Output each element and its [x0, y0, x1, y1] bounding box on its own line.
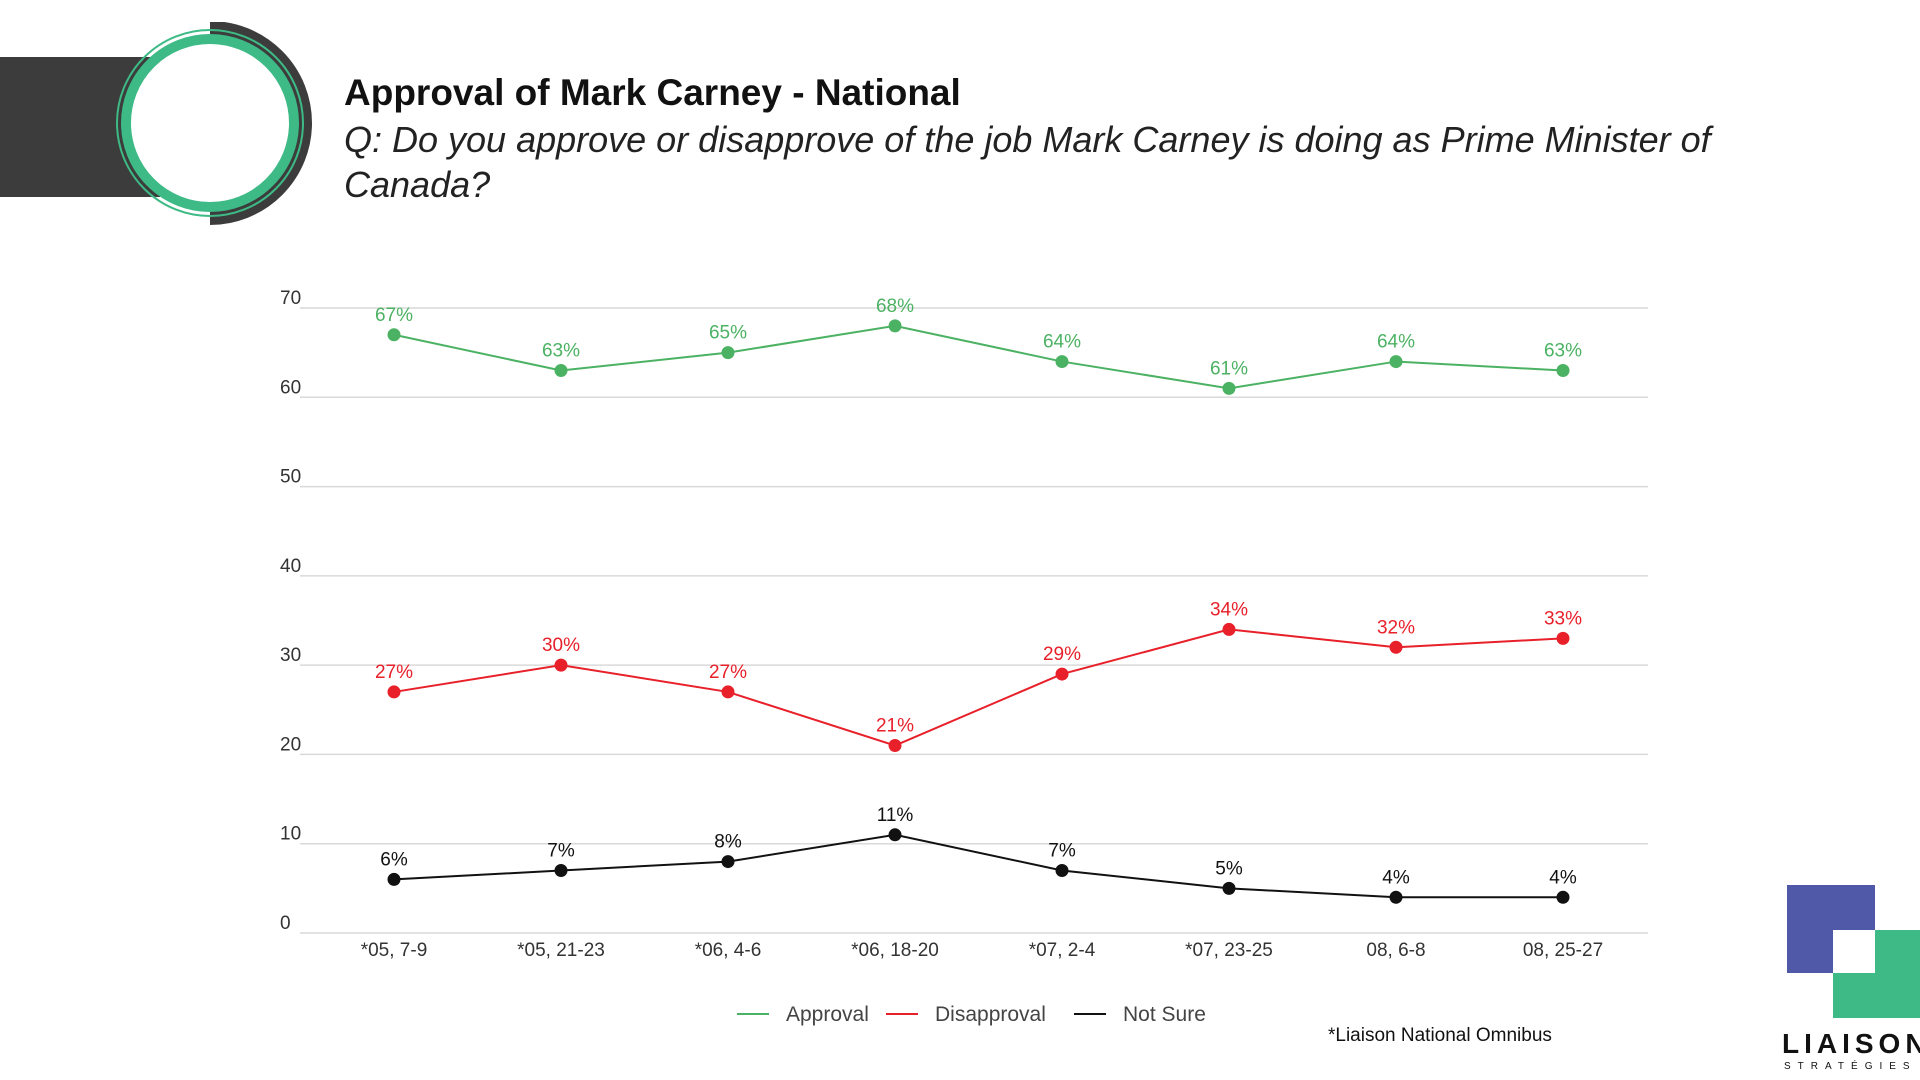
- data-point: [387, 328, 401, 342]
- data-label: 7%: [1048, 841, 1076, 862]
- liaison-logo-icon: [1787, 885, 1920, 1018]
- data-label: 63%: [542, 341, 580, 362]
- data-point: [1556, 364, 1570, 377]
- x-tick-label: *07, 2-4: [1029, 940, 1096, 961]
- data-label: 68%: [876, 296, 914, 317]
- series-line-approval: [393, 324, 1564, 390]
- data-point: [1222, 881, 1236, 895]
- y-tick-label: 70: [280, 288, 301, 309]
- x-tick-label: *05, 7-9: [361, 940, 428, 961]
- data-label: 65%: [709, 323, 747, 344]
- data-point: [1055, 864, 1069, 877]
- x-tick-label: 08, 25-27: [1523, 940, 1603, 961]
- data-point: [387, 872, 401, 886]
- data-label: 7%: [547, 841, 575, 862]
- data-point: [888, 319, 902, 333]
- data-label: 4%: [1382, 867, 1410, 888]
- data-label: 33%: [1544, 608, 1582, 629]
- data-label: 21%: [876, 716, 914, 737]
- brand-ring-icon: [116, 22, 312, 225]
- y-tick-label: 20: [280, 734, 301, 755]
- data-label: 29%: [1043, 644, 1081, 665]
- data-label: 5%: [1215, 858, 1243, 879]
- logo-subtitle: STRATÉGIES: [1784, 1061, 1917, 1072]
- data-point: [1222, 622, 1236, 636]
- x-tick-label: *07, 23-25: [1185, 940, 1273, 961]
- data-label: 6%: [380, 849, 408, 870]
- x-tick-label: *06, 18-20: [851, 940, 939, 961]
- data-point: [721, 346, 735, 360]
- data-point: [554, 658, 568, 672]
- data-label: 67%: [375, 305, 413, 326]
- data-point: [888, 739, 902, 752]
- y-tick-label: 30: [280, 645, 301, 666]
- data-label: 64%: [1377, 332, 1415, 353]
- y-tick-label: 60: [280, 377, 301, 398]
- data-point: [554, 364, 568, 377]
- data-label: 63%: [1544, 341, 1582, 362]
- legend-label: Approval: [786, 1003, 869, 1026]
- x-tick-label: *06, 4-6: [695, 940, 762, 961]
- x-tick-label: *05, 21-23: [517, 940, 605, 961]
- series-line-not-sure: [393, 833, 1563, 899]
- data-point: [721, 685, 735, 699]
- data-label: 11%: [877, 805, 914, 826]
- data-point: [1389, 640, 1403, 654]
- legend-label: Disapproval: [935, 1003, 1046, 1026]
- survey-question: Q: Do you approve or disapprove of the j…: [344, 119, 1711, 205]
- data-label: 8%: [714, 832, 742, 853]
- data-label: 64%: [1043, 332, 1081, 353]
- data-label: 32%: [1377, 617, 1415, 638]
- data-point: [1389, 355, 1403, 369]
- data-point: [387, 685, 401, 699]
- legend-label: Not Sure: [1123, 1003, 1206, 1026]
- data-label: 30%: [542, 635, 580, 656]
- data-label: 34%: [1210, 599, 1248, 620]
- y-tick-label: 40: [280, 556, 301, 577]
- data-point: [1556, 890, 1570, 904]
- data-label: 61%: [1210, 358, 1248, 379]
- data-label: 4%: [1549, 867, 1577, 888]
- data-label: 27%: [375, 662, 413, 683]
- footnote: *Liaison National Omnibus: [1328, 1025, 1552, 1046]
- data-point: [721, 855, 735, 869]
- data-label: 27%: [709, 662, 747, 683]
- logo-wordmark: LIAISON: [1782, 1028, 1920, 1059]
- data-point: [1556, 631, 1570, 645]
- x-tick-label: 08, 6-8: [1366, 940, 1425, 961]
- page-title: Approval of Mark Carney - National: [344, 72, 961, 113]
- data-point: [1055, 355, 1069, 369]
- y-tick-label: 50: [280, 467, 301, 488]
- y-tick-label: 0: [280, 913, 291, 934]
- y-tick-label: 10: [280, 824, 301, 845]
- data-point: [1055, 667, 1069, 681]
- data-point: [1222, 381, 1236, 395]
- data-point: [554, 864, 568, 877]
- data-point: [888, 828, 902, 842]
- data-point: [1389, 890, 1403, 904]
- series-line-disapproval: [393, 628, 1564, 747]
